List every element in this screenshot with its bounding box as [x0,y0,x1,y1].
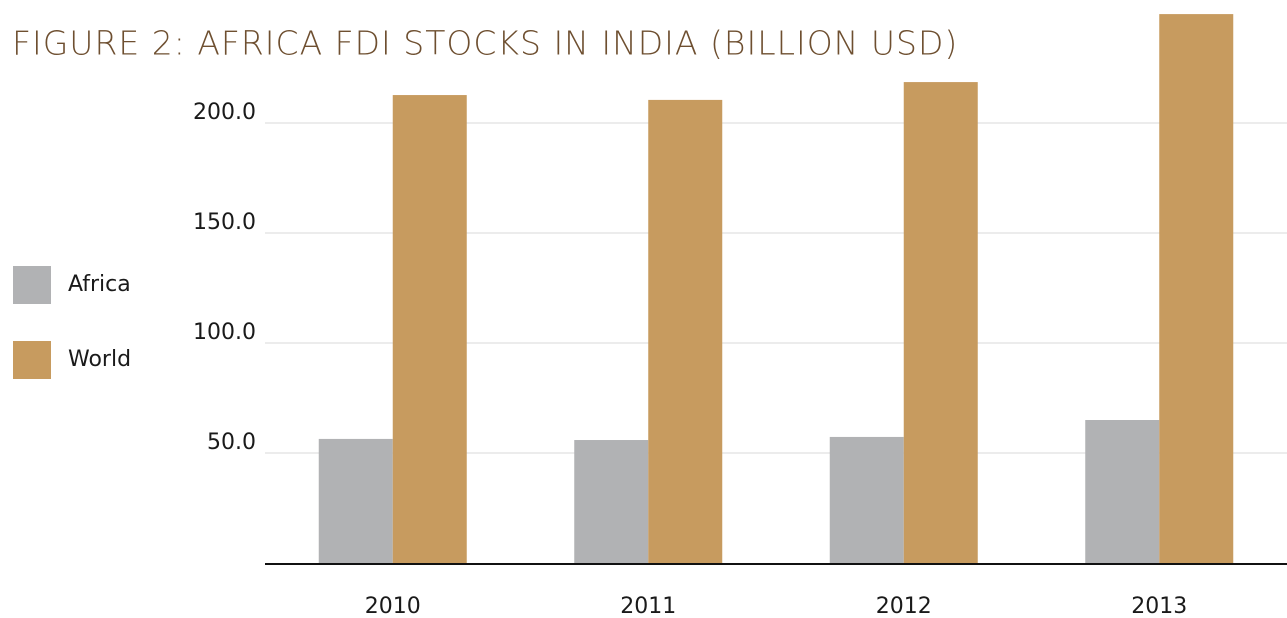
bar [648,99,723,564]
legend-label: World [68,347,131,372]
chart-title: FIGURE 2: AFRICA FDI STOCKS IN INDIA (BI… [12,24,958,63]
y-tick-label: 200.0 [193,100,256,125]
bar [318,438,393,563]
bar [574,440,649,563]
bar [1159,14,1234,564]
x-tick-label: 2010 [365,594,421,618]
legend-swatch [13,266,51,304]
bar [903,82,978,563]
y-tick-label: 100.0 [193,320,256,345]
bar [392,95,467,563]
x-tick-label: 2013 [1131,594,1187,618]
legend-label: Africa [68,272,131,297]
y-tick-label: 50.0 [207,430,256,455]
legend-swatch [13,341,51,379]
x-tick-label: 2012 [876,594,932,618]
bar [829,436,904,563]
y-tick-label: 150.0 [193,210,256,235]
x-tick-label: 2011 [620,594,676,618]
bar [1085,420,1160,563]
